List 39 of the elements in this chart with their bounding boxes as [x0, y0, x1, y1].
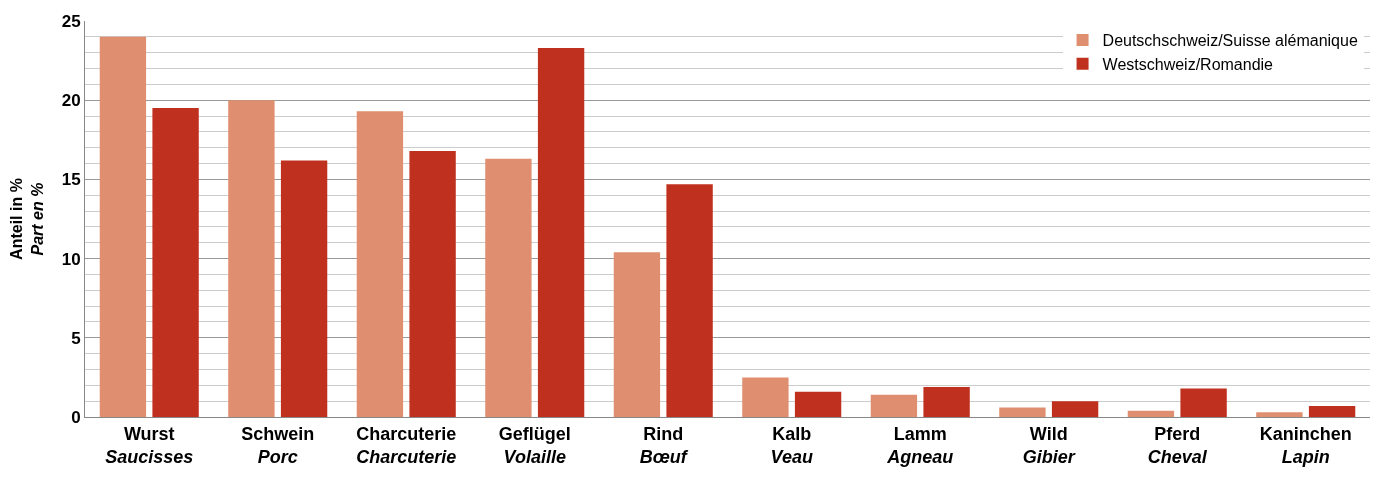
y-tick-label: 5: [71, 328, 81, 348]
bar: [485, 158, 532, 417]
y-axis-title: Anteil in % Part en %: [7, 178, 46, 260]
legend-label: Deutschschweiz/Suisse alémanique: [1102, 32, 1358, 50]
bar: [152, 108, 199, 417]
bar: [794, 391, 842, 417]
bar: [356, 111, 404, 417]
bar: [409, 150, 456, 417]
x-tick-label: Lamm Agneau: [886, 423, 954, 467]
bar: [1127, 410, 1175, 417]
bar: [99, 36, 147, 417]
bar: [537, 47, 585, 417]
x-tick-label: Charcuterie Charcuterie: [356, 423, 457, 467]
bar: [1051, 401, 1099, 417]
x-tick-label: Kaninchen Lapin: [1259, 423, 1352, 467]
x-tick-label: Rind Bœuf: [639, 423, 689, 467]
x-tick-label: Wild Gibier: [1022, 423, 1076, 467]
y-tick-label: 20: [61, 91, 81, 111]
y-tick-label: 0: [71, 407, 81, 427]
legend-label: Westschweiz/Romandie: [1102, 55, 1274, 73]
y-tick-label: 15: [61, 170, 81, 190]
bar: [870, 394, 918, 417]
bar: [999, 407, 1046, 417]
x-tick-label: Wurst Saucisses: [105, 423, 194, 467]
y-tick-label: 10: [61, 249, 81, 269]
y-tick-label: 25: [61, 11, 81, 31]
bar: [228, 100, 275, 417]
x-tick-label: Schwein Porc: [241, 423, 315, 467]
bar: [280, 160, 328, 417]
bar: [666, 184, 713, 417]
x-tick-label: Kalb Veau: [770, 423, 813, 467]
x-tick-label: Geflügel Volaille: [498, 423, 571, 467]
bar: [1256, 412, 1303, 417]
x-tick-label: Pferd Cheval: [1147, 423, 1208, 467]
bar: [1180, 388, 1227, 417]
bar: [923, 386, 970, 417]
bar: [742, 377, 789, 417]
bar: [1308, 405, 1356, 417]
bar: [613, 252, 661, 417]
